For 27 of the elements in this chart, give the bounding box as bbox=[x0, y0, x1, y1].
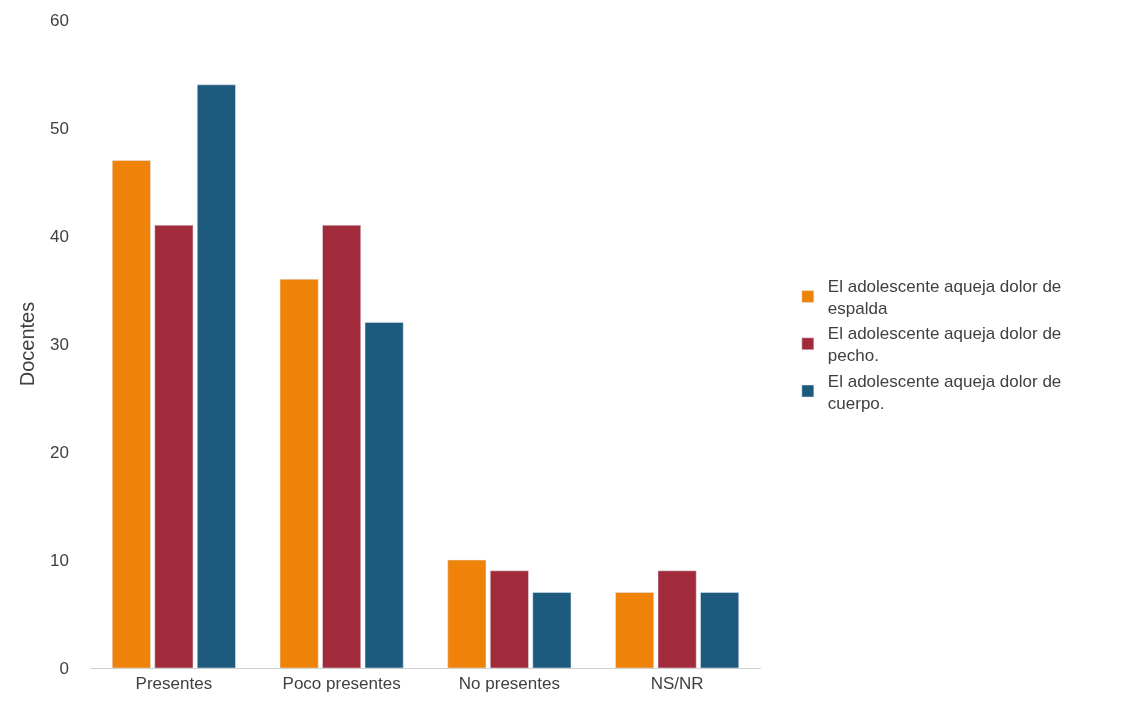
bar bbox=[197, 84, 236, 668]
y-axis-title: Docentes bbox=[15, 301, 38, 387]
legend-label: El adolescente aqueja dolor de pecho. bbox=[827, 324, 1062, 366]
y-tick-label: 20 bbox=[50, 442, 69, 462]
x-tick-label: NS/NR bbox=[650, 674, 704, 694]
bar bbox=[154, 224, 194, 668]
y-tick-label: 0 bbox=[59, 658, 69, 678]
y-tick-label: 40 bbox=[50, 226, 69, 246]
legend-label: El adolescente aqueja dolor de espalda bbox=[827, 277, 1062, 319]
bar bbox=[490, 570, 529, 668]
bar bbox=[700, 592, 739, 668]
y-tick-label: 60 bbox=[50, 10, 69, 30]
y-tick-label: 30 bbox=[50, 334, 69, 354]
legend-label: El adolescente aqueja dolor de cuerpo. bbox=[827, 371, 1062, 413]
x-tick-label: Presentes bbox=[135, 674, 213, 694]
y-tick-label: 10 bbox=[50, 550, 69, 570]
x-tick-label: Poco presentes bbox=[282, 674, 401, 694]
bar bbox=[112, 160, 151, 668]
bar bbox=[447, 559, 487, 668]
bar bbox=[322, 224, 361, 668]
bar bbox=[657, 570, 697, 668]
bar bbox=[615, 592, 654, 668]
bar bbox=[532, 592, 572, 668]
bar bbox=[279, 278, 319, 668]
y-tick-label: 50 bbox=[50, 118, 69, 138]
x-tick-label: No presentes bbox=[458, 674, 560, 694]
bar bbox=[364, 322, 404, 668]
